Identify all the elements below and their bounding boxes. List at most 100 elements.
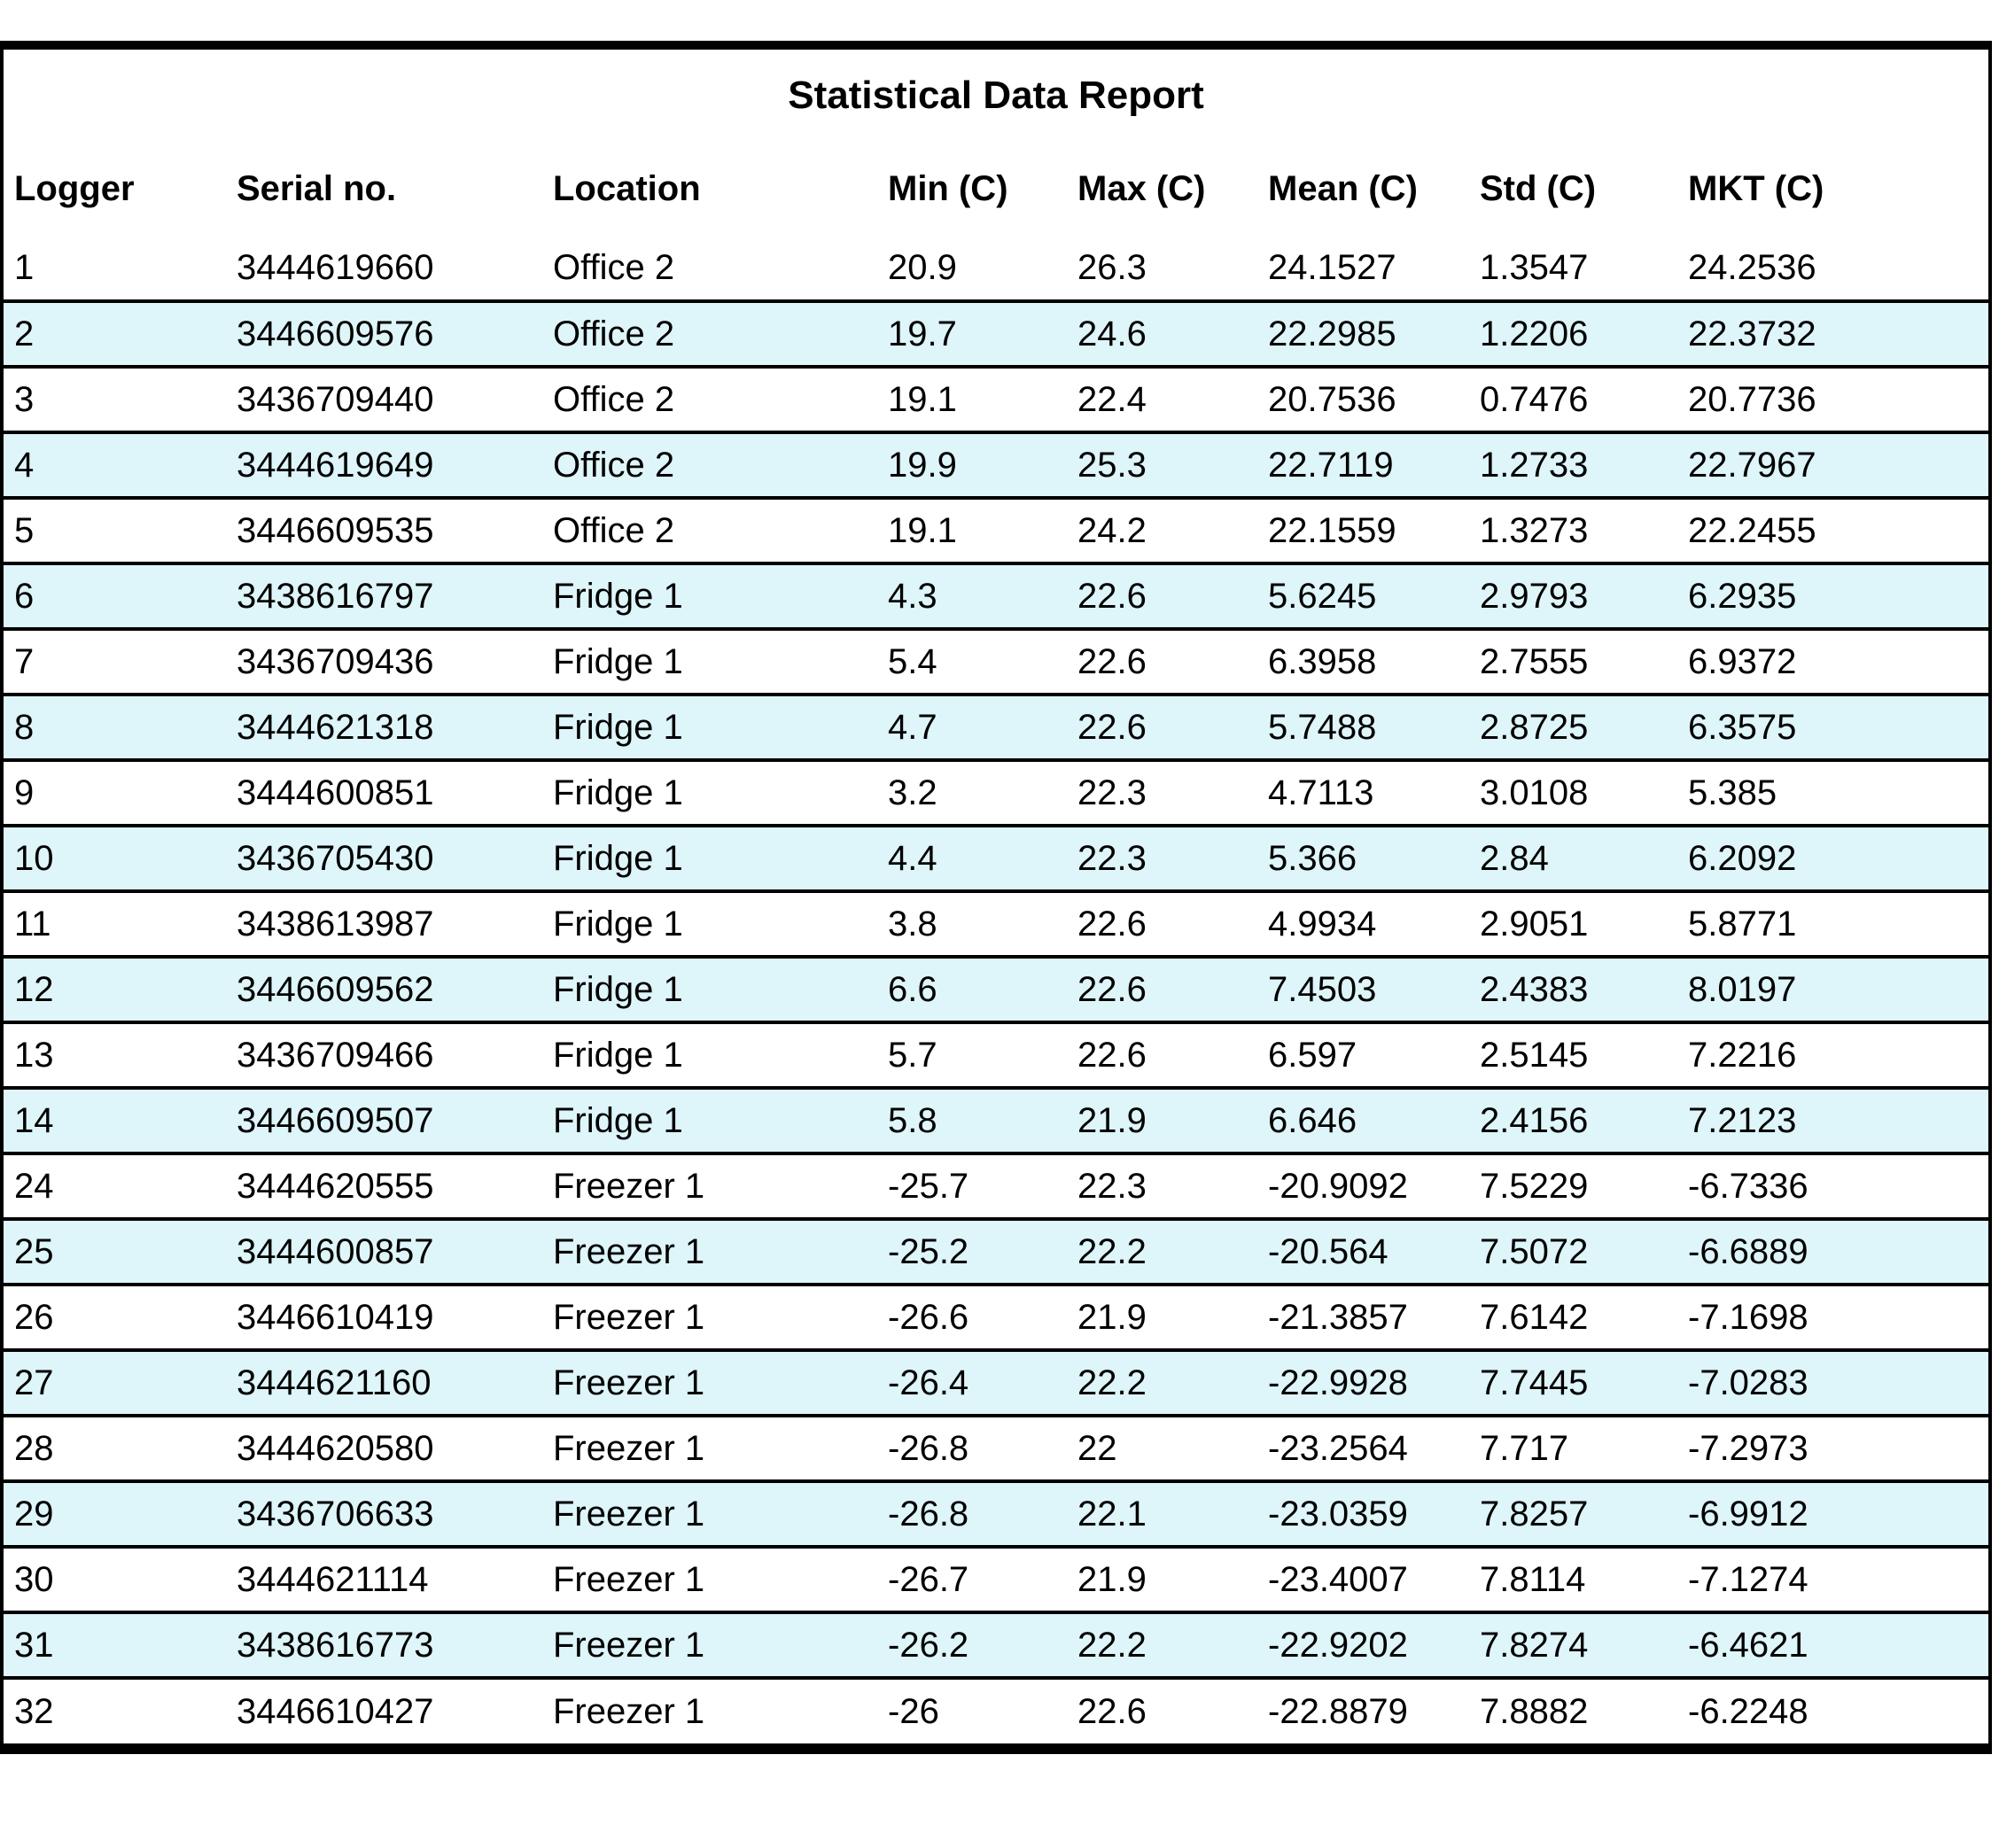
- cell: 4.3: [888, 576, 937, 616]
- cell: 9: [14, 773, 35, 812]
- cell: 7.5072: [1480, 1231, 1589, 1271]
- cell: 4.4: [888, 838, 937, 878]
- cell: -25.7: [888, 1166, 969, 1206]
- cell: 22.2: [1077, 1231, 1147, 1271]
- cell: 22.2985: [1268, 314, 1396, 353]
- cell: -23.2564: [1268, 1428, 1408, 1468]
- cell: 3.2: [888, 773, 937, 812]
- table-row: 6 3438616797 Fridge 1 4.3 22.6 5.6245 2.9793 6.…: [4, 563, 1988, 629]
- cell: 22.1: [1077, 1494, 1147, 1534]
- cell: 22.3: [1077, 773, 1147, 812]
- cell: 22.6: [1077, 904, 1147, 943]
- cell: 22.2: [1077, 1363, 1147, 1402]
- cell: 19.1: [888, 510, 957, 550]
- cell: -6.9912: [1688, 1494, 1808, 1534]
- cell: 5.8: [888, 1100, 937, 1140]
- cell: Fridge 1: [553, 1035, 683, 1075]
- cell: Fridge 1: [553, 707, 683, 747]
- cell: 3444619660: [237, 247, 434, 287]
- cell: 22.6: [1077, 1691, 1147, 1731]
- column-header-std: Std (C): [1480, 168, 1597, 208]
- cell: -21.3857: [1268, 1297, 1408, 1337]
- cell: 7.8274: [1480, 1625, 1589, 1665]
- cell: -26: [888, 1691, 939, 1731]
- cell: 3444620580: [237, 1428, 434, 1468]
- cell: -26.8: [888, 1494, 969, 1534]
- cell: Freezer 1: [553, 1691, 705, 1731]
- cell: 5.385: [1688, 773, 1777, 812]
- cell: 5: [14, 510, 35, 550]
- cell: 3436705430: [237, 838, 434, 878]
- cell: Fridge 1: [553, 773, 683, 812]
- cell: 3444621160: [237, 1363, 432, 1402]
- cell: -26.6: [888, 1297, 969, 1337]
- cell: -20.564: [1268, 1231, 1388, 1271]
- column-header-serial: Serial no.: [237, 168, 397, 208]
- cell: 6: [14, 576, 35, 616]
- table-row: 5 3446609535 Office 2 19.1 24.2 22.1559 1.3273…: [4, 498, 1988, 563]
- cell: 28: [14, 1428, 54, 1468]
- report-title: Statistical Data Report: [788, 74, 1204, 117]
- cell: 7.8114: [1480, 1559, 1586, 1599]
- cell: 2.9793: [1480, 576, 1589, 616]
- cell: 30: [14, 1559, 54, 1599]
- cell: 22.2: [1077, 1625, 1147, 1665]
- cell: 22.2455: [1688, 510, 1816, 550]
- cell: 21.9: [1077, 1297, 1147, 1337]
- cell: 6.9372: [1688, 641, 1797, 681]
- cell: 21.9: [1077, 1559, 1147, 1599]
- cell: 2.8725: [1480, 707, 1589, 747]
- cell: 31: [14, 1625, 54, 1665]
- cell: 10: [14, 838, 54, 878]
- cell: Freezer 1: [553, 1363, 705, 1402]
- cell: 3444620555: [237, 1166, 434, 1206]
- cell: 24.2: [1077, 510, 1147, 550]
- cell: 7.7445: [1480, 1363, 1589, 1402]
- cell: Fridge 1: [553, 576, 683, 616]
- cell: Freezer 1: [553, 1625, 705, 1665]
- cell: Freezer 1: [553, 1297, 705, 1337]
- table-row: 24 3444620555 Freezer 1 -25.7 22.3 -20.9092 7.…: [4, 1153, 1988, 1219]
- table-row: 27 3444621160 Freezer 1 -26.4 22.2 -22.9928 7.…: [4, 1350, 1988, 1416]
- cell: 2.9051: [1480, 904, 1589, 943]
- cell: 5.8771: [1688, 904, 1797, 943]
- cell: 3: [14, 379, 35, 419]
- cell: 5.366: [1268, 838, 1357, 878]
- cell: 25: [14, 1231, 54, 1271]
- cell: 7.8882: [1480, 1691, 1589, 1731]
- cell: 1.3273: [1480, 510, 1589, 550]
- table-row: 31 3438616773 Freezer 1 -26.2 22.2 -22.9202 7.…: [4, 1612, 1988, 1678]
- cell: 3446609507: [237, 1100, 434, 1140]
- cell: 0.7476: [1480, 379, 1589, 419]
- cell: 3446609562: [237, 969, 434, 1009]
- cell: Office 2: [553, 379, 675, 419]
- cell: Freezer 1: [553, 1166, 705, 1206]
- cell: -26.2: [888, 1625, 969, 1665]
- cell: 24.6: [1077, 314, 1147, 353]
- cell: 26.3: [1077, 247, 1147, 287]
- cell: 4.7113: [1268, 773, 1374, 812]
- cell: 22.1559: [1268, 510, 1396, 550]
- column-header-max: Max (C): [1077, 168, 1206, 208]
- cell: Fridge 1: [553, 838, 683, 878]
- cell: 4.7: [888, 707, 937, 747]
- cell: Office 2: [553, 445, 675, 485]
- cell: 6.2935: [1688, 576, 1797, 616]
- cell: 4: [14, 445, 35, 485]
- cell: -23.0359: [1268, 1494, 1408, 1534]
- cell: 32: [14, 1691, 54, 1731]
- cell: -6.7336: [1688, 1166, 1808, 1206]
- table-row: 12 3446609562 Fridge 1 6.6 22.6 7.4503 2.4383 8…: [4, 957, 1988, 1022]
- cell: -7.2973: [1688, 1428, 1808, 1468]
- cell: -22.9202: [1268, 1625, 1408, 1665]
- cell: 7.2216: [1688, 1035, 1797, 1075]
- table-row: 8 3444621318 Fridge 1 4.7 22.6 5.7488 2.8725 6.…: [4, 695, 1988, 760]
- cell: 2.7555: [1480, 641, 1589, 681]
- cell: Fridge 1: [553, 1100, 683, 1140]
- cell: Freezer 1: [553, 1494, 705, 1534]
- cell: -25.2: [888, 1231, 969, 1271]
- cell: 27: [14, 1363, 54, 1402]
- cell: 6.3958: [1268, 641, 1377, 681]
- table-row: 1 3444619660 Office 2 20.9 26.3 24.1527 1.3547…: [4, 236, 1988, 301]
- table-row: 2 3446609576 Office 2 19.7 24.6 22.2985 1.2206…: [4, 301, 1988, 367]
